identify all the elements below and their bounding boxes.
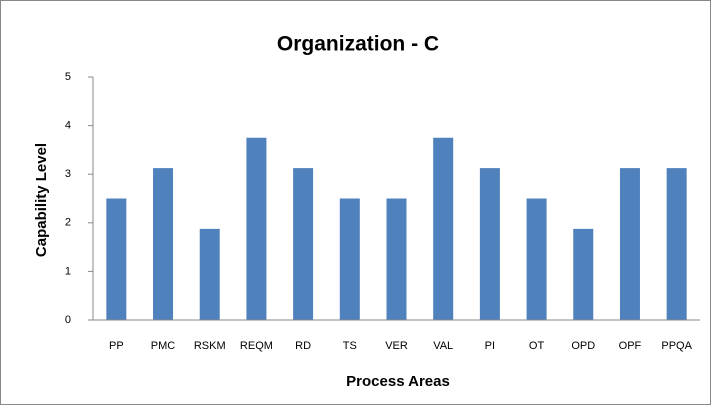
y-tick-label: 0 [65, 314, 71, 326]
x-tick-label: OPF [619, 340, 642, 352]
bar [386, 198, 407, 320]
x-tick-label: VAL [433, 340, 453, 352]
y-tick-label: 4 [65, 120, 71, 132]
bar [666, 168, 687, 320]
chart-title: Organization - C [277, 33, 439, 56]
y-tick-label: 5 [65, 71, 71, 83]
bar [246, 137, 267, 320]
y-tick-label: 3 [65, 168, 71, 180]
x-tick-label: PP [109, 340, 124, 352]
x-tick-label: PMC [151, 340, 176, 352]
bar [153, 168, 174, 320]
x-tick-label: PPQA [661, 340, 692, 352]
x-tick-label: TS [343, 340, 357, 352]
y-axis-title: Capability Level [33, 143, 50, 257]
bar [199, 228, 220, 320]
x-tick-label: OPD [571, 340, 595, 352]
y-tick-label: 1 [65, 265, 71, 277]
bar [106, 198, 127, 320]
x-tick-label: RD [295, 340, 311, 352]
x-axis-title: Process Areas [346, 373, 450, 390]
x-tick-label: PI [485, 340, 495, 352]
x-tick-label: VER [385, 340, 408, 352]
bar [293, 168, 314, 320]
y-tick-label: 2 [65, 217, 71, 229]
x-tick-label: RSKM [194, 340, 226, 352]
bar [619, 168, 640, 320]
bar [433, 137, 454, 320]
bar [526, 198, 547, 320]
bar [573, 228, 594, 320]
bar [339, 198, 360, 320]
x-tick-label: OT [529, 340, 545, 352]
bar [479, 168, 500, 320]
x-tick-label: REQM [240, 340, 273, 352]
